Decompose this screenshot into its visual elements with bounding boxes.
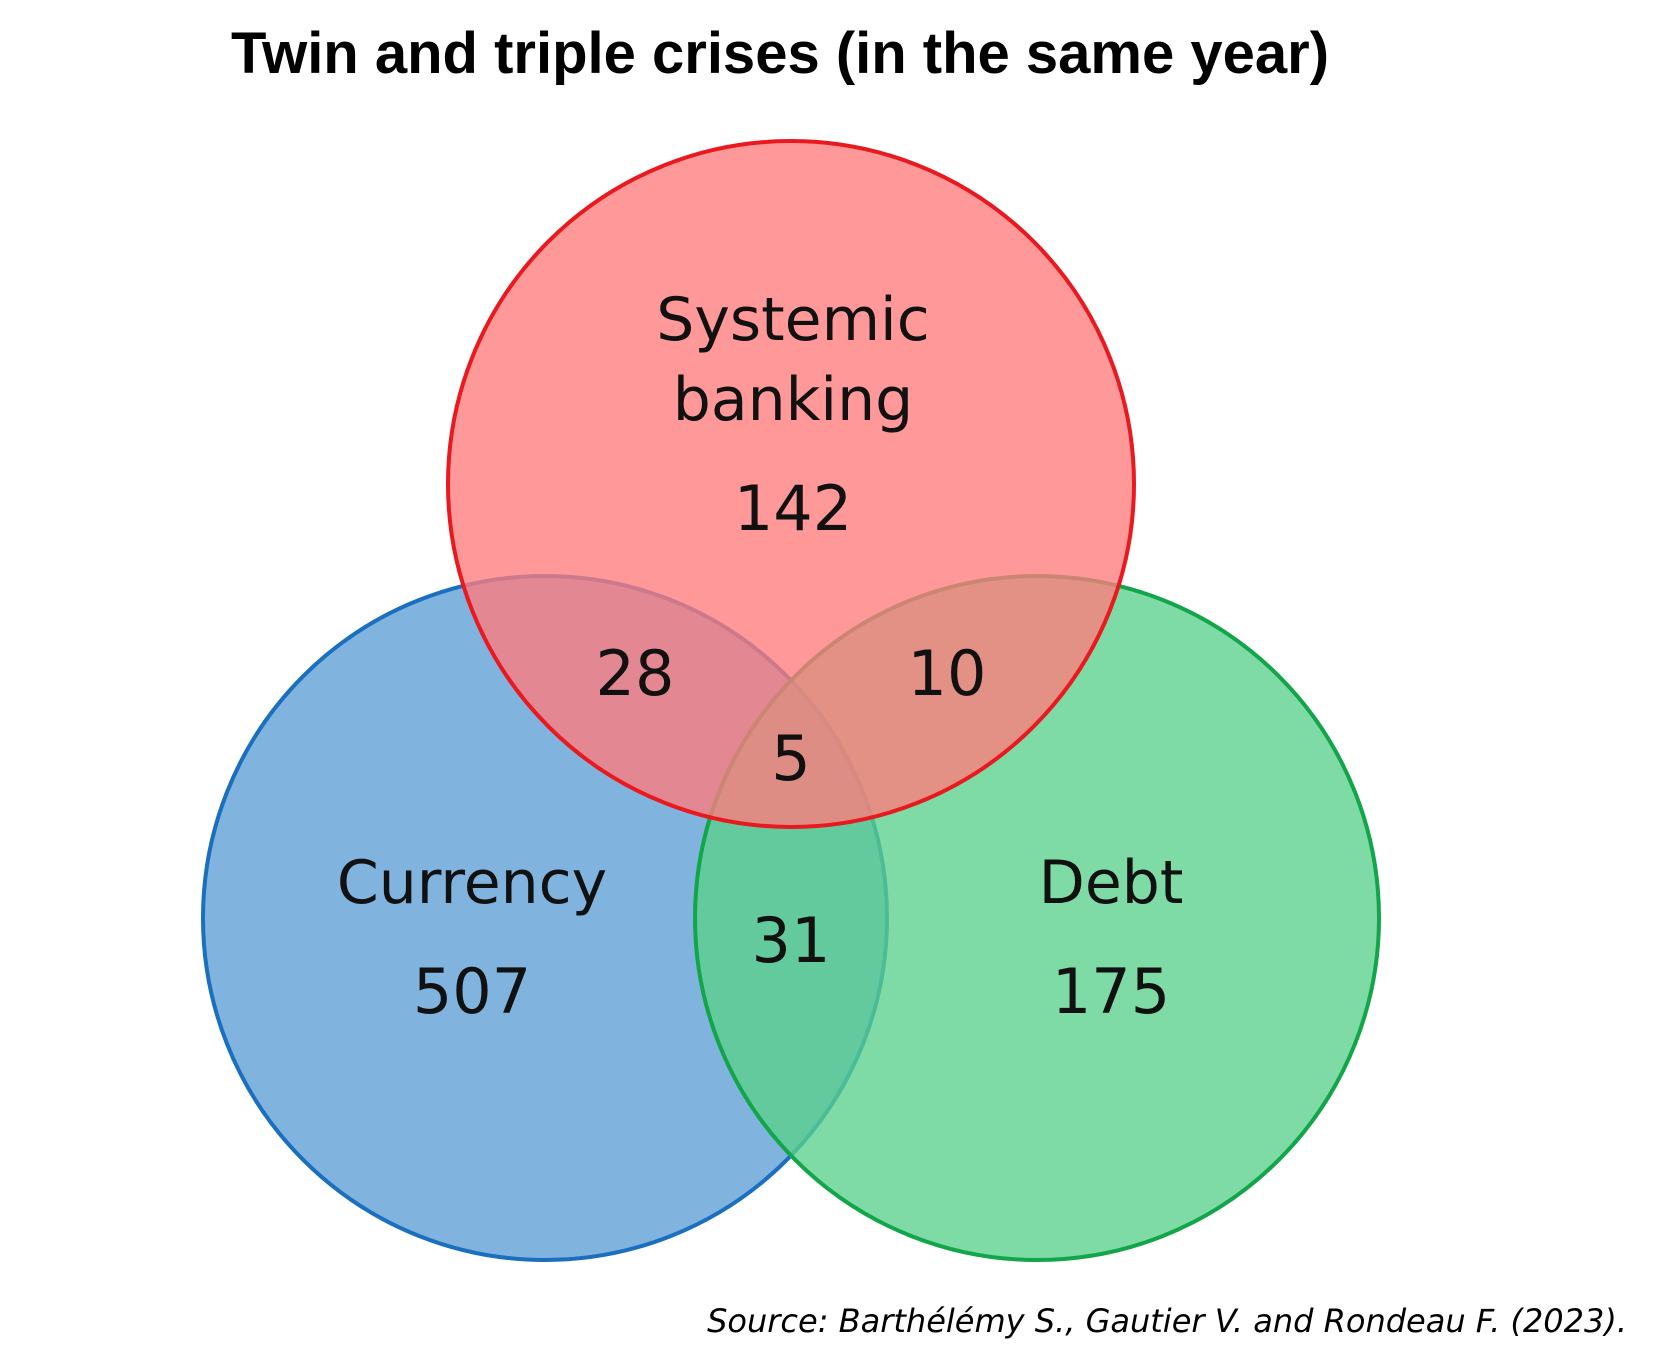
currency-label: Currency xyxy=(337,848,607,918)
banking-label-line2: banking xyxy=(673,365,913,435)
currency-debt-count: 31 xyxy=(752,904,831,977)
banking-count: 142 xyxy=(734,472,852,545)
source-note: Source: Barthélémy S., Gautier V. and Ro… xyxy=(707,1302,1627,1340)
banking-debt-count: 10 xyxy=(908,637,987,710)
diagram-title: Twin and triple crises (in the same year… xyxy=(231,21,1329,86)
banking-currency-count: 28 xyxy=(596,637,675,710)
banking-circle xyxy=(446,139,1136,829)
debt-label: Debt xyxy=(1039,848,1184,918)
banking-label-line1: Systemic xyxy=(656,285,929,355)
debt-count: 175 xyxy=(1052,955,1170,1028)
all-three-count: 5 xyxy=(771,722,810,795)
currency-count: 507 xyxy=(413,955,531,1028)
